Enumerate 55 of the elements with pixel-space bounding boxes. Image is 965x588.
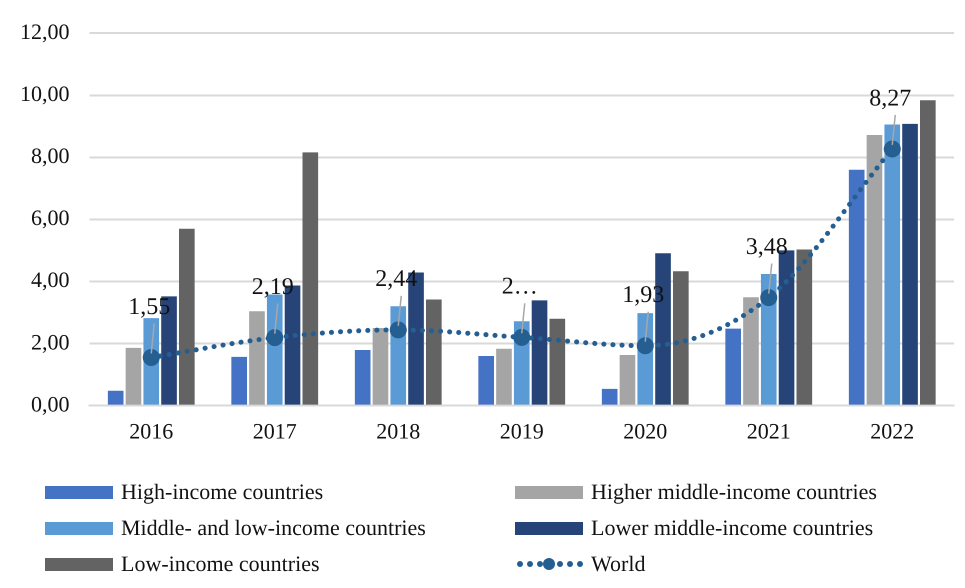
bar bbox=[532, 300, 548, 405]
point bbox=[266, 329, 284, 346]
bar bbox=[496, 348, 512, 405]
bar bbox=[426, 299, 442, 405]
x-tick-label: 2018 bbox=[376, 418, 420, 444]
y-tick-label: 4,00 bbox=[31, 267, 70, 292]
data-label: 3,48 bbox=[746, 234, 788, 260]
x-tick-label: 2022 bbox=[870, 418, 914, 444]
bar bbox=[796, 250, 812, 405]
bar bbox=[672, 271, 689, 405]
bar bbox=[549, 318, 566, 405]
y-tick-label: 2,00 bbox=[31, 329, 70, 354]
y-tick-label: 12,00 bbox=[20, 18, 70, 44]
bar bbox=[725, 328, 742, 405]
point bbox=[884, 140, 901, 158]
x-tick-label: 2016 bbox=[129, 418, 174, 444]
bar bbox=[478, 356, 494, 405]
point bbox=[142, 349, 160, 366]
legend-label: Middle- and low-income countries bbox=[121, 515, 426, 541]
x-tick-label: 2019 bbox=[500, 418, 544, 444]
legend-label: Lower middle-income countries bbox=[591, 515, 874, 541]
point bbox=[636, 337, 654, 354]
bar bbox=[178, 228, 195, 405]
point bbox=[390, 321, 407, 338]
bar bbox=[884, 124, 900, 405]
bar bbox=[920, 100, 936, 405]
data-label: 2,19 bbox=[252, 274, 294, 300]
x-tick-label: 2017 bbox=[252, 418, 297, 444]
bar bbox=[108, 390, 124, 405]
bar bbox=[126, 348, 142, 405]
y-tick-label: 6,00 bbox=[31, 205, 70, 230]
data-label: 8,27 bbox=[869, 85, 912, 112]
point bbox=[513, 328, 530, 346]
bar bbox=[602, 388, 618, 405]
legend-label: World bbox=[591, 551, 646, 577]
data-label: 2… bbox=[502, 274, 538, 300]
y-tick-label: 8,00 bbox=[31, 143, 70, 168]
x-tick-label: 2020 bbox=[623, 418, 668, 444]
legend-label: Low-income countries bbox=[121, 551, 320, 577]
bar bbox=[302, 152, 318, 405]
bar bbox=[354, 350, 371, 405]
y-tick-label: 0,00 bbox=[31, 391, 70, 416]
bar bbox=[372, 328, 388, 405]
legend-label: Higher middle-income countries bbox=[591, 479, 877, 505]
bar bbox=[249, 311, 265, 405]
x-tick-label: 2021 bbox=[746, 418, 791, 444]
bar bbox=[866, 134, 882, 405]
bar bbox=[902, 124, 918, 405]
bar bbox=[231, 356, 248, 405]
legend-label: High-income countries bbox=[121, 479, 324, 505]
bar bbox=[848, 170, 865, 405]
bar bbox=[620, 355, 636, 405]
bar bbox=[743, 297, 759, 405]
y-tick-label: 10,00 bbox=[20, 81, 70, 106]
point bbox=[760, 289, 778, 306]
